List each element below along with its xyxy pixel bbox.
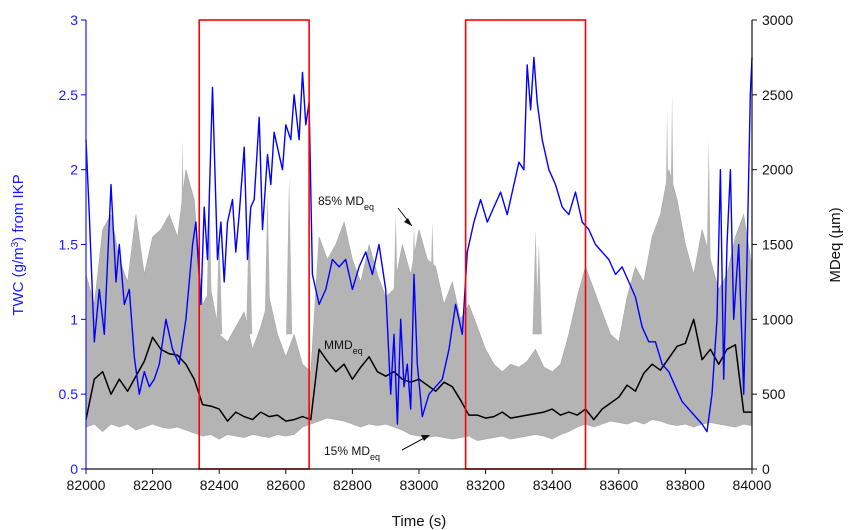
- left-axis-title-main: TWC (g/m: [10, 247, 27, 315]
- x-axis-title: Time (s): [392, 513, 446, 530]
- left-axis-title: TWC (g/m3) from IKP: [10, 174, 28, 315]
- y-left-tick-label-3: 3: [70, 12, 78, 28]
- annotation-arrowhead-85: [404, 218, 412, 226]
- ticks: 82000 82200 82400 82600 82800 83000 83200 83400…: [59, 12, 794, 493]
- x-tick-label-82800: 82800: [333, 477, 372, 493]
- right-axis-title: MDeq (µm): [827, 207, 844, 282]
- y-left-tick-label-1.5: 1.5: [59, 237, 79, 253]
- annotation-mmd-sub: eq: [353, 346, 363, 356]
- y-left-tick-label-0.5: 0.5: [59, 386, 79, 402]
- y-right-tick-label-1500: 1500: [762, 237, 793, 253]
- x-tick-label-83800: 83800: [666, 477, 705, 493]
- annotation-85-md: 85% MDeq: [318, 194, 374, 212]
- x-tick-label-84000: 84000: [733, 477, 772, 493]
- left-axis-title-suffix: ) from IKP: [10, 174, 27, 242]
- annotation-85-md-main: 85% MD: [318, 194, 364, 208]
- x-tick-label-82600: 82600: [266, 477, 305, 493]
- mdeq-spike-1: [206, 177, 213, 335]
- y-right-tick-label-2000: 2000: [762, 162, 793, 178]
- mdeq-spike-11: [664, 109, 671, 335]
- x-tick-label-82200: 82200: [133, 477, 172, 493]
- x-tick-label-83400: 83400: [533, 477, 572, 493]
- annotation-15-md-sub: eq: [370, 452, 380, 462]
- mdeq-spike-2: [216, 229, 223, 335]
- mdeq-spike-3: [246, 207, 253, 335]
- mdeq-spike-10: [535, 244, 542, 335]
- mdeq-spike-5: [286, 177, 293, 335]
- left-axis-title-sup: 3: [10, 241, 21, 247]
- annotation-mmd-main: MMD: [324, 338, 353, 352]
- mdeq-spike-12: [669, 94, 676, 335]
- y-left-tick-label-1: 1: [70, 311, 78, 327]
- annotation-arrowhead-15: [421, 435, 430, 441]
- y-right-tick-label-1000: 1000: [762, 311, 793, 327]
- x-tick-label-83200: 83200: [466, 477, 505, 493]
- x-tick-label-83600: 83600: [599, 477, 638, 493]
- y-left-tick-label-2: 2: [70, 162, 78, 178]
- y-right-tick-label-3000: 3000: [762, 12, 793, 28]
- mdeq-spike-6: [392, 214, 399, 335]
- y-left-tick-label-0: 0: [70, 461, 78, 477]
- plot-area: [85, 19, 753, 470]
- mdeq-spike-0: [179, 139, 186, 335]
- x-tick-label-82400: 82400: [200, 477, 239, 493]
- annotation-15-md: 15% MDeq: [324, 444, 380, 462]
- mdeq-spike-8: [429, 222, 436, 335]
- annotation-85-md-sub: eq: [364, 202, 374, 212]
- y-right-tick-label-2500: 2500: [762, 87, 793, 103]
- mdeq-spike-13: [705, 139, 712, 335]
- y-right-tick-label-0: 0: [762, 461, 770, 477]
- annotation-mmd: MMDeq: [324, 338, 363, 356]
- mdeq-band: [85, 169, 753, 441]
- x-tick-label-83000: 83000: [400, 477, 439, 493]
- y-left-tick-label-2.5: 2.5: [59, 87, 79, 103]
- x-tick-label-82000: 82000: [67, 477, 106, 493]
- annotation-arrow-15: [401, 436, 427, 451]
- y-right-tick-label-500: 500: [762, 386, 786, 402]
- annotation-15-md-main: 15% MD: [324, 444, 370, 458]
- mdeq-spike-4: [264, 192, 271, 335]
